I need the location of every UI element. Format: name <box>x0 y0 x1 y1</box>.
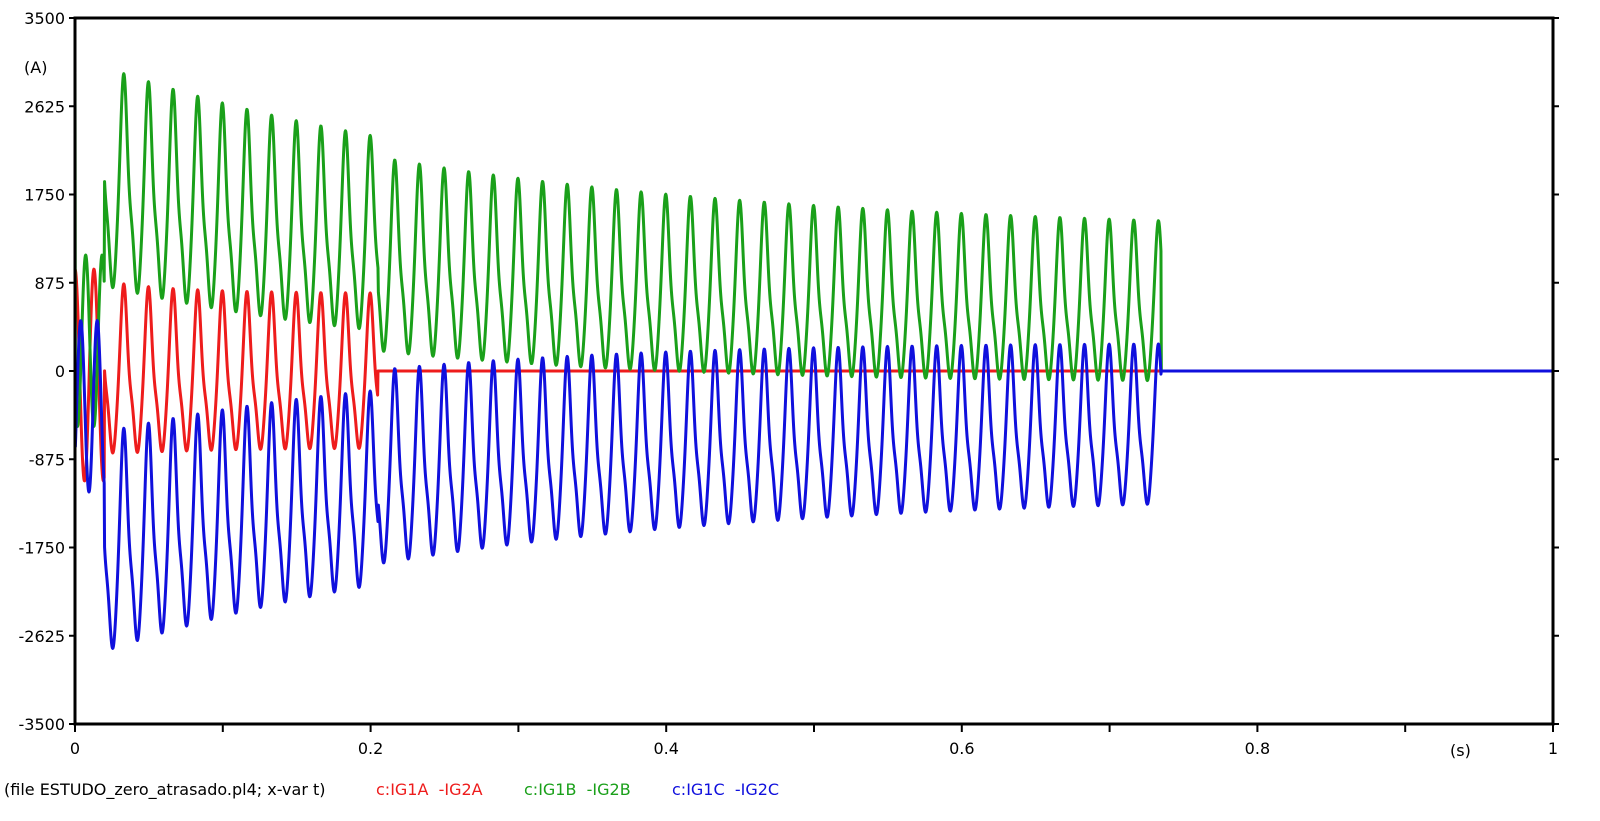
legend: (file ESTUDO_zero_atrasado.pl4; x-var t)… <box>4 780 779 800</box>
y-unit-label: (A) <box>24 58 47 77</box>
x-axis-ticks: 0 0.2 0.4 0.6 0.8 1 <box>70 724 1558 758</box>
y-tick-label: -1750 <box>19 539 66 558</box>
legend-item-series-a: c:IG1A -IG2A <box>376 780 483 799</box>
y-tick-label: 1750 <box>24 186 65 205</box>
y-tick-label: -2625 <box>19 627 66 646</box>
series-layer <box>73 57 1555 650</box>
x-unit-label: (s) <box>1450 741 1471 760</box>
series-line-3 <box>73 319 1555 650</box>
legend-item-series-c: c:IG1C -IG2C <box>672 780 779 799</box>
y-tick-label: 2625 <box>24 97 65 116</box>
y-tick-label: 875 <box>34 274 65 293</box>
y-axis-ticks: 3500 2625 1750 875 0 -875 -1750 -2625 -3500 <box>19 9 1559 734</box>
legend-item-series-b: c:IG1B -IG2B <box>524 780 631 799</box>
x-tick-label: 0.4 <box>653 739 678 758</box>
legend-file-text: (file ESTUDO_zero_atrasado.pl4; x-var t) <box>4 780 326 800</box>
x-tick-label: 0.8 <box>1245 739 1270 758</box>
x-tick-label: 0.2 <box>358 739 383 758</box>
y-tick-label: 0 <box>55 362 65 381</box>
y-tick-label: -875 <box>29 450 65 469</box>
y-tick-label: -3500 <box>19 715 66 734</box>
plot-frame <box>73 16 1555 726</box>
x-tick-label: 0.6 <box>949 739 974 758</box>
x-tick-label: 0 <box>70 739 80 758</box>
x-tick-label: 1 <box>1548 739 1558 758</box>
y-tick-label: 3500 <box>24 9 65 28</box>
